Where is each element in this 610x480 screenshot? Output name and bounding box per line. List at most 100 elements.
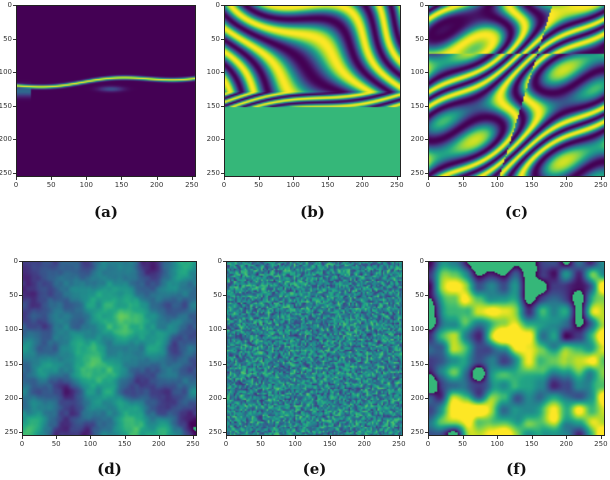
y-tick-label: 100 [410,325,424,334]
x-tick-mark [329,436,331,439]
heatmap-image [16,5,196,177]
y-tick-label: 50 [3,34,12,43]
heatmap-image [428,5,605,177]
y-tick-mark [221,105,224,107]
y-tick-mark [425,329,428,331]
y-tick-label: 200 [0,135,12,144]
x-tick-mark [327,177,329,180]
y-tick-label: 0 [13,257,18,265]
y-tick-label: 200 [410,135,424,144]
heatmap-image [224,5,401,177]
x-tick-mark [191,177,193,180]
x-tick-label: 200 [559,181,573,189]
x-tick-label: 100 [288,440,302,448]
x-tick-label: 0 [13,181,19,189]
x-tick-mark [428,436,429,439]
x-tick-label: 200 [149,181,164,189]
y-tick-mark [19,329,22,331]
y-tick-label: 0 [419,1,424,9]
x-tick-mark [56,436,58,439]
x-tick-mark [86,177,88,180]
y-tick-mark [19,363,22,365]
panel-caption: (c) [504,203,529,221]
x-tick-label: 200 [357,440,371,448]
y-tick-label: 100 [4,325,18,334]
y-tick-mark [19,295,22,297]
y-tick-mark [223,295,226,297]
panel-caption: (a) [94,203,118,221]
x-tick-label: 250 [185,181,199,189]
x-tick-label: 250 [392,440,406,448]
x-tick-label: 50 [458,440,468,448]
x-tick-mark [364,436,366,439]
y-tick-label: 150 [4,359,18,368]
y-tick-mark [223,363,226,365]
x-tick-mark [192,436,194,439]
y-tick-mark [223,329,226,331]
y-tick-label: 200 [208,393,222,402]
y-tick-mark [13,139,16,141]
x-tick-label: 100 [490,440,504,448]
x-tick-label: 150 [525,181,539,189]
y-tick-label: 200 [410,393,424,402]
x-tick-label: 200 [355,181,369,189]
x-tick-mark [16,177,17,180]
x-tick-mark [396,177,398,180]
x-tick-mark [600,436,602,439]
y-tick-mark [223,431,226,433]
heatmap-canvas [429,6,604,176]
x-tick-mark [531,177,533,180]
x-tick-mark [531,436,533,439]
x-tick-mark [295,436,297,439]
x-tick-mark [497,436,499,439]
y-tick-mark [19,261,22,262]
x-tick-label: 100 [490,181,504,189]
y-tick-label: 100 [0,68,12,77]
x-tick-label: 0 [19,440,25,448]
x-tick-label: 150 [321,181,335,189]
panel-caption: (b) [300,203,325,221]
y-tick-mark [13,172,16,174]
x-tick-mark [428,177,429,180]
y-tick-mark [221,172,224,174]
x-tick-mark [258,177,260,180]
x-tick-label: 150 [323,440,337,448]
x-tick-label: 0 [223,440,229,448]
y-tick-label: 0 [217,257,222,265]
y-tick-label: 50 [211,34,220,43]
y-tick-label: 250 [410,168,424,177]
x-tick-mark [158,436,160,439]
y-tick-mark [425,172,428,174]
y-tick-label: 150 [206,101,220,110]
y-tick-mark [221,5,224,6]
heatmap-image [428,261,605,436]
x-tick-label: 200 [152,440,166,448]
x-tick-mark [600,177,602,180]
x-tick-mark [462,177,464,180]
x-tick-label: 100 [79,181,93,189]
y-tick-mark [13,105,16,107]
x-tick-mark [293,177,295,180]
heatmap-canvas [23,262,196,435]
x-tick-label: 250 [186,440,200,448]
x-tick-label: 150 [525,440,539,448]
heatmap-canvas [227,262,402,435]
x-tick-label: 150 [114,181,129,189]
panel-caption: (e) [302,460,327,478]
y-tick-label: 200 [206,135,220,144]
x-tick-mark [497,177,499,180]
y-tick-mark [425,38,428,40]
y-tick-label: 150 [410,359,424,368]
x-tick-label: 50 [458,181,468,189]
x-tick-mark [226,436,227,439]
y-tick-label: 0 [215,1,220,9]
y-tick-label: 50 [415,34,424,43]
y-tick-mark [425,397,428,399]
x-tick-mark [156,177,158,180]
y-tick-mark [425,139,428,141]
y-tick-mark [19,397,22,399]
y-tick-label: 50 [9,291,18,300]
x-tick-label: 0 [221,181,227,189]
y-tick-label: 150 [208,359,222,368]
y-tick-label: 0 [419,257,424,265]
